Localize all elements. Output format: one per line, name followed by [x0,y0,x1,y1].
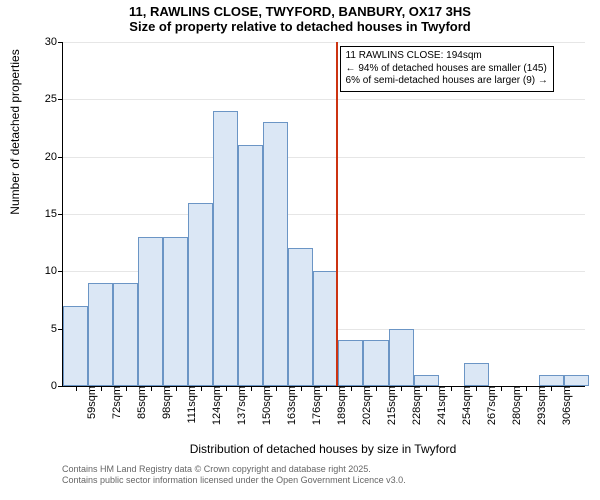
histogram-bar [138,237,163,386]
y-gridline [63,214,585,215]
x-tick-label: 98sqm [155,386,173,419]
histogram-bar [363,340,388,386]
histogram-bar [188,203,213,386]
y-tick-label: 0 [51,380,63,392]
y-tick-label: 30 [45,36,63,48]
x-tick [101,386,102,391]
histogram-bar [113,283,138,386]
histogram-bar [238,145,263,386]
histogram-bar [414,375,439,386]
x-axis-title: Distribution of detached houses by size … [62,442,584,456]
y-gridline [63,157,585,158]
histogram-bar [389,329,414,386]
x-tick [326,386,327,391]
x-tick-label: 189sqm [330,386,348,425]
x-tick [276,386,277,391]
x-tick [426,386,427,391]
x-tick-label: 215sqm [380,386,398,425]
x-tick-label: 124sqm [205,386,223,425]
histogram-bar [539,375,564,386]
chart-container: 11, RAWLINS CLOSE, TWYFORD, BANBURY, OX1… [0,0,600,500]
title-line-2: Size of property relative to detached ho… [0,19,600,34]
histogram-bar [63,306,88,386]
x-tick-label: 59sqm [80,386,98,419]
footer-line-1: Contains HM Land Registry data © Crown c… [62,464,406,475]
x-tick [476,386,477,391]
x-tick-label: 293sqm [530,386,548,425]
x-tick [301,386,302,391]
x-tick-label: 72sqm [105,386,123,419]
y-gridline [63,99,585,100]
histogram-bar [163,237,188,386]
y-tick-label: 25 [45,93,63,105]
x-tick-label: 306sqm [555,386,573,425]
x-tick [201,386,202,391]
footer-line-2: Contains public sector information licen… [62,475,406,486]
x-tick [76,386,77,391]
x-tick [251,386,252,391]
y-axis-title: Number of detached properties [8,0,22,304]
plot-area: 05101520253059sqm72sqm85sqm98sqm111sqm12… [62,42,585,387]
x-tick [351,386,352,391]
histogram-bar [338,340,363,386]
x-tick-label: 202sqm [355,386,373,425]
histogram-bar [564,375,589,386]
y-tick-label: 15 [45,208,63,220]
property-marker-line [336,42,338,386]
x-tick-label: 228sqm [405,386,423,425]
x-tick-label: 150sqm [255,386,273,425]
x-tick [376,386,377,391]
y-tick-label: 20 [45,151,63,163]
x-tick [226,386,227,391]
x-tick-label: 241sqm [430,386,448,425]
x-tick [126,386,127,391]
x-tick-label: 163sqm [280,386,298,425]
x-tick-label: 176sqm [305,386,323,425]
histogram-bar [263,122,288,386]
x-tick [401,386,402,391]
histogram-bar [213,111,238,386]
annotation-line1: 11 RAWLINS CLOSE: 194sqm [346,50,548,63]
x-tick-label: 280sqm [505,386,523,425]
title-line-1: 11, RAWLINS CLOSE, TWYFORD, BANBURY, OX1… [0,0,600,19]
x-tick [151,386,152,391]
x-tick [526,386,527,391]
histogram-bar [288,248,313,386]
y-gridline [63,42,585,43]
y-tick-label: 5 [51,323,63,335]
x-tick [501,386,502,391]
annotation-line3: 6% of semi-detached houses are larger (9… [346,75,548,88]
annotation-line2: ← 94% of detached houses are smaller (14… [346,63,548,76]
y-tick-label: 10 [45,265,63,277]
x-tick-label: 111sqm [180,386,198,424]
x-tick-label: 254sqm [455,386,473,425]
x-tick [551,386,552,391]
histogram-bar [88,283,113,386]
footer-note: Contains HM Land Registry data © Crown c… [62,464,406,487]
x-tick [176,386,177,391]
annotation-box: 11 RAWLINS CLOSE: 194sqm← 94% of detache… [340,46,554,92]
x-tick [451,386,452,391]
x-tick-label: 137sqm [230,386,248,425]
histogram-bar [464,363,489,386]
x-tick-label: 85sqm [130,386,148,419]
x-tick-label: 267sqm [480,386,498,425]
